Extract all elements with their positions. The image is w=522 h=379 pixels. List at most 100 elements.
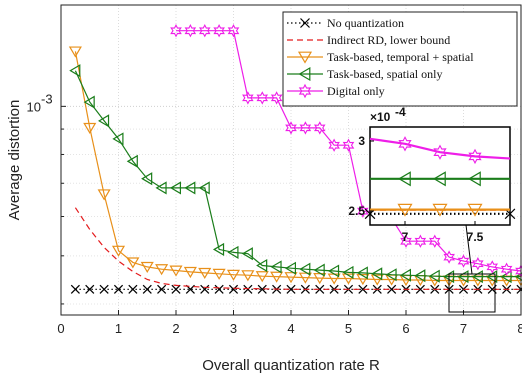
- inset-y-tick-label: 2.5: [348, 204, 365, 218]
- data-point: [241, 270, 255, 282]
- x-tick-label: 1: [115, 321, 122, 336]
- inset-series-line: [369, 137, 511, 160]
- data-point: [169, 181, 181, 195]
- data-point: [315, 284, 325, 294]
- inset-data-point: [397, 203, 413, 217]
- data-point: [256, 258, 268, 273]
- data-point: [486, 260, 499, 274]
- legend-marker: [298, 83, 312, 99]
- data-point: [198, 181, 210, 195]
- inset-series-3: [370, 171, 510, 187]
- data-point: [472, 257, 484, 271]
- data-point: [284, 261, 296, 275]
- series-line: [74, 207, 521, 290]
- x-tick-label: 5: [345, 321, 352, 336]
- inset-x-tick-label: 7.5: [467, 230, 484, 244]
- data-point: [342, 265, 354, 279]
- data-point: [443, 250, 455, 264]
- data-point: [284, 272, 298, 284]
- legend-label: Task-based, temporal + spatial: [327, 50, 474, 64]
- data-point: [200, 284, 210, 294]
- data-point: [227, 24, 240, 38]
- inset-data-point: [432, 203, 448, 217]
- x-tick-label: 3: [230, 321, 237, 336]
- data-point: [399, 268, 411, 282]
- data-point: [358, 284, 368, 294]
- data-point: [286, 284, 296, 294]
- data-point: [155, 181, 167, 195]
- data-point: [327, 264, 340, 278]
- data-point: [141, 172, 153, 186]
- series-3: [69, 64, 522, 284]
- data-point: [270, 260, 282, 274]
- inset-multiplier-exponent: -4: [395, 105, 406, 119]
- data-point: [113, 284, 124, 294]
- data-point: [242, 91, 254, 105]
- data-point: [198, 24, 211, 38]
- data-point: [298, 272, 312, 284]
- data-point: [356, 274, 370, 286]
- data-point: [111, 245, 126, 257]
- data-point: [385, 268, 397, 282]
- legend-label: Indirect RD, lower bound: [327, 33, 450, 47]
- x-tick-label: 0: [57, 321, 64, 336]
- x-tick-label: 4: [287, 321, 294, 336]
- legend-box: [282, 11, 518, 107]
- y-axis-label: Average distortion: [6, 100, 23, 221]
- inset-data-point: [467, 171, 481, 187]
- data-point: [414, 269, 426, 283]
- legend-label: No quantization: [327, 16, 404, 30]
- x-axis-label: Overall quantization rate R: [202, 357, 380, 374]
- data-point: [257, 284, 267, 294]
- y-tick-label-base: 10: [27, 99, 41, 114]
- data-point: [157, 284, 167, 294]
- data-point: [414, 234, 427, 248]
- data-point: [255, 271, 269, 283]
- x-tick-label: 7: [460, 321, 467, 336]
- inset-data-point: [467, 203, 483, 217]
- x-tick-label: 8: [517, 321, 522, 336]
- zoom-connector: [465, 224, 473, 275]
- data-point: [241, 247, 253, 261]
- data-point: [357, 204, 369, 218]
- legend-marker: [298, 66, 311, 82]
- data-point: [83, 95, 95, 109]
- data-point: [227, 245, 239, 259]
- y-tick-label-exponent: -3: [41, 91, 53, 106]
- data-point: [415, 284, 425, 294]
- inset-y-tick-label: 3: [358, 134, 365, 148]
- data-point: [214, 284, 224, 294]
- data-point: [128, 284, 138, 294]
- inset-data-point: [468, 148, 482, 165]
- data-point: [256, 91, 269, 105]
- data-point: [226, 269, 241, 281]
- data-point: [342, 138, 355, 152]
- data-point: [285, 121, 297, 135]
- data-point: [270, 271, 284, 283]
- data-point: [97, 114, 110, 128]
- data-point: [170, 24, 182, 38]
- data-point: [126, 154, 138, 168]
- data-point: [328, 138, 340, 152]
- data-point: [198, 267, 212, 279]
- data-point: [85, 284, 95, 294]
- data-point: [99, 284, 109, 294]
- data-point: [212, 268, 226, 280]
- series-4: [170, 24, 522, 278]
- data-point: [68, 46, 82, 58]
- data-point: [97, 189, 111, 201]
- data-point: [70, 284, 80, 294]
- legend-marker: [300, 18, 310, 28]
- legend-marker: [297, 51, 313, 64]
- axis-ticks: 0 1 2 3 4 5 6 7 8 10-3: [27, 91, 522, 336]
- inset-data-point: [433, 144, 447, 160]
- data-point: [270, 91, 283, 105]
- legend-label: Task-based, spatial only: [327, 67, 442, 81]
- data-point: [112, 132, 124, 146]
- data-point: [140, 261, 154, 274]
- data-point: [387, 284, 397, 294]
- series-1: [74, 207, 521, 290]
- legend: No quantization Indirect RD, lower bound T…: [282, 11, 518, 107]
- inset-series-2: [370, 203, 510, 217]
